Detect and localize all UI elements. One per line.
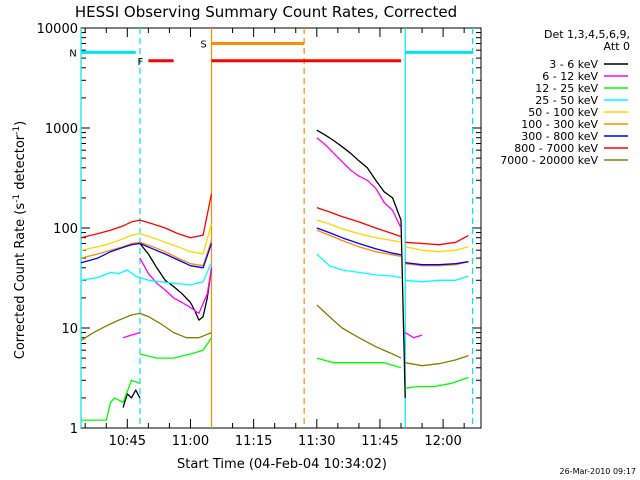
flag-label-f: F [137, 57, 143, 68]
series-300-800-kev [80, 242, 213, 269]
series-12-25-kev [81, 379, 141, 421]
series-3-6-kev [139, 243, 213, 321]
y-axis-label-end: ) [13, 121, 28, 126]
y-axis-label-sup2: -1 [12, 126, 22, 135]
series-300-800-kev [405, 261, 469, 266]
flag-label-n: N [69, 48, 76, 59]
y-axis-label: Corrected Count Rate (s-1 detector-1) [12, 121, 28, 359]
series-300-800-kev [316, 227, 402, 256]
legend-label-100-300-kev: 100 - 300 keV [521, 118, 598, 131]
y-axis-label-mid: detector [13, 134, 28, 194]
legend-label-25-50-kev: 25 - 50 keV [535, 94, 598, 107]
y-tick-label: 10 [61, 322, 78, 337]
x-tick-label: 11:30 [298, 434, 335, 449]
series-3-6-kev [122, 389, 141, 408]
legend-label-3-6-kev: 3 - 6 keV [549, 58, 598, 71]
series-12-25-kev [405, 376, 469, 389]
series-100-300-kev [405, 261, 469, 267]
series-800-7000-kev [316, 206, 402, 238]
series-25-50-kev [80, 262, 213, 286]
series-7000-20000-kev [405, 354, 469, 367]
series-12-25-kev [316, 357, 402, 369]
x-tick-label: 12:00 [424, 434, 461, 449]
series-100-300-kev [316, 229, 402, 258]
series-6-12-kev [139, 257, 213, 315]
series-800-7000-kev [80, 193, 213, 239]
y-axis-label-main: Corrected Count Rate (s [13, 203, 28, 360]
footer-date: 26-Mar-2010 09:17 [560, 467, 637, 476]
series-50-100-kev [80, 223, 213, 255]
legend-label-800-7000-kev: 800 - 7000 keV [514, 142, 598, 155]
series-25-50-kev [316, 253, 402, 279]
legend-label-300-800-kev: 300 - 800 keV [521, 130, 598, 143]
legend-label-50-100-kev: 50 - 100 keV [528, 106, 598, 119]
y-tick-label: 10000 [37, 22, 78, 37]
flag-label-s: S [200, 39, 206, 50]
series-6-12-kev [316, 137, 402, 229]
series-50-100-kev [405, 246, 469, 253]
y-tick-label: 100 [53, 222, 78, 237]
legend-header-line: Det 1,3,4,5,6,9, [544, 28, 630, 41]
plot-area: 1 10 100 1000 10000 10:45 11:00 11:15 11:30 11:45… [37, 22, 482, 449]
plot-frame [80, 27, 482, 429]
series-12-25-kev [139, 337, 213, 359]
x-tick-label: 11:45 [361, 434, 398, 449]
x-tick-label: 11:00 [172, 434, 209, 449]
y-tick-label: 1 [70, 422, 78, 437]
series-50-100-kev [316, 219, 402, 243]
series-6-12-kev [122, 331, 141, 339]
series-3-6-kev [316, 129, 406, 398]
y-axis-label-sup1: -1 [12, 194, 22, 203]
legend-header-line: Att 0 [604, 40, 630, 53]
x-axis-label: Start Time (04-Feb-04 10:34:02) [177, 457, 387, 472]
x-tick-label: 11:15 [235, 434, 272, 449]
y-tick-label: 1000 [45, 122, 78, 137]
series-7000-20000-kev [80, 312, 212, 342]
series-25-50-kev [405, 275, 469, 283]
legend-label-12-25-kev: 12 - 25 keV [535, 82, 598, 95]
series-100-300-kev [80, 240, 213, 267]
legend-label-7000-20000-kev: 7000 - 20000 keV [500, 154, 598, 167]
series-7000-20000-kev [316, 304, 402, 359]
series-800-7000-kev [405, 235, 469, 246]
x-tick-label: 10:45 [109, 434, 146, 449]
series-6-12-kev [404, 332, 423, 339]
chart-title: HESSI Observing Summary Count Rates, Cor… [75, 3, 457, 21]
legend-label-6-12-kev: 6 - 12 keV [542, 70, 598, 83]
